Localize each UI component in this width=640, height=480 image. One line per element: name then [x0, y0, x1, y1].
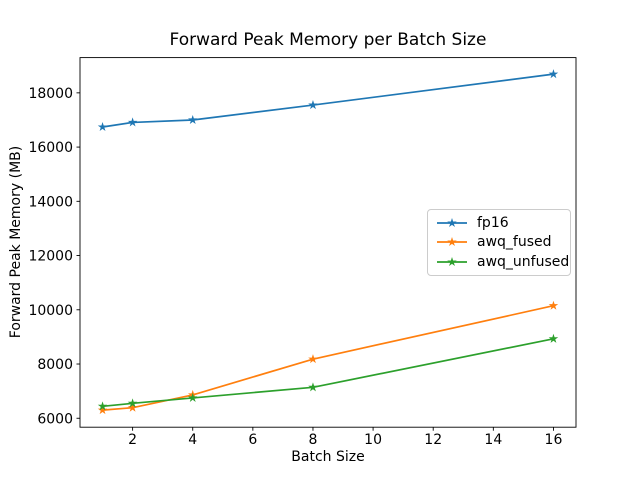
y-tick-label: 10000 [28, 303, 73, 319]
data-point-marker-awq_unfused [187, 392, 198, 402]
y-tick-label: 18000 [28, 86, 73, 102]
y-tick-label: 6000 [37, 411, 73, 427]
x-tick-label: 16 [545, 432, 563, 448]
legend-item-awq-fused: awq_fused [436, 235, 562, 249]
legend-star-marker [447, 237, 457, 247]
data-point-marker-awq_unfused [308, 382, 318, 392]
y-axis-label: Forward Peak Memory (MB) [8, 145, 24, 339]
legend-item-fp16: fp16 [436, 216, 562, 230]
legend-star-marker [447, 217, 457, 227]
legend-label: awq_unfused [477, 254, 570, 271]
data-point-marker-awq_fused [548, 300, 559, 310]
data-point-marker-awq_unfused [97, 401, 108, 411]
x-tick-label: 10 [364, 432, 382, 448]
axes-frame [79, 57, 577, 428]
data-point-marker-awq_fused [97, 405, 108, 415]
data-point-marker-fp16 [187, 114, 198, 125]
data-point-marker-fp16 [97, 122, 108, 132]
x-tick-label: 2 [128, 432, 137, 448]
legend-line-star-swatch [437, 217, 467, 227]
series-line-fp16 [101, 73, 555, 128]
data-point-marker-fp16 [127, 117, 138, 127]
data-point-marker-awq_fused [127, 402, 138, 412]
y-tick-label: 12000 [28, 249, 73, 265]
x-tick-label: 8 [309, 432, 318, 448]
chart-title: Forward Peak Memory per Batch Size [169, 30, 487, 50]
legend-line-star-swatch [437, 257, 467, 267]
legend-line-star-swatch [437, 237, 467, 247]
data-point-marker-awq_fused [308, 354, 318, 364]
y-tick-label: 14000 [28, 194, 73, 210]
x-tick-label: 4 [188, 432, 197, 448]
data-point-marker-awq_unfused [127, 398, 138, 408]
data-point-marker-fp16 [308, 100, 318, 110]
data-point-marker-awq_unfused [548, 333, 559, 343]
legend: fp16 awq_fused awq_unfused [427, 209, 571, 276]
x-tick-label: 12 [424, 432, 442, 448]
x-tick-label: 6 [248, 432, 257, 448]
x-axis-label: Batch Size [291, 449, 365, 465]
legend-label: awq_fused [477, 234, 552, 251]
legend-item-awq-unfused: awq_unfused [436, 255, 569, 269]
x-tick-label: 14 [484, 432, 502, 448]
series-line-awq_unfused [101, 337, 555, 408]
y-tick-label: 16000 [28, 140, 73, 156]
legend-star-marker [447, 257, 457, 267]
data-point-marker-fp16 [548, 69, 559, 79]
legend-label: fp16 [477, 214, 509, 231]
series-line-awq_fused [101, 304, 555, 411]
y-tick-label: 8000 [37, 357, 73, 373]
